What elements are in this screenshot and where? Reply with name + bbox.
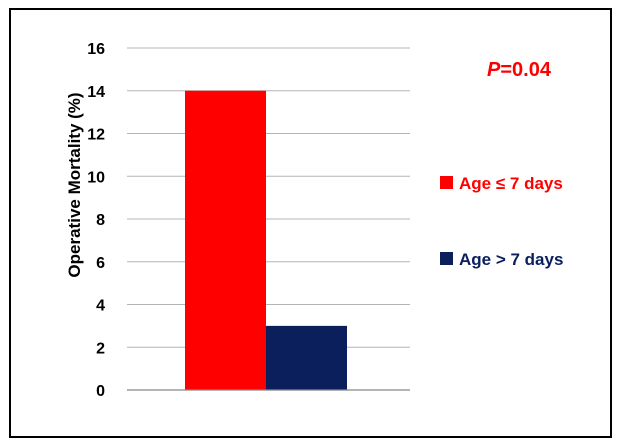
y-tick-label-14: 14	[87, 84, 105, 101]
y-tick-label-6: 6	[96, 255, 105, 272]
legend-swatch-age-le-7	[440, 176, 453, 189]
y-tick-label-4: 4	[96, 298, 105, 315]
y-tick-label-10: 10	[87, 169, 105, 186]
y-axis-title: Operative Mortality (%)	[65, 92, 84, 277]
y-tick-label-8: 8	[96, 212, 105, 229]
p-value-annotation: P=0.04	[487, 59, 552, 81]
gridlines	[127, 47, 410, 348]
y-tick-label-12: 12	[87, 127, 105, 144]
p-value-number: =0.04	[500, 59, 551, 81]
bar-age-gt-7	[266, 325, 347, 390]
chart: Operative Mortality (%) 0 2 4 6 8 10 12 14 16 P=…	[65, 41, 563, 400]
legend-label-age-le-7: Age ≤ 7 days	[459, 174, 563, 193]
bar-age-le-7	[185, 90, 266, 390]
y-tick-labels: 0 2 4 6 8 10 12 14 16	[87, 41, 105, 400]
bars	[185, 90, 347, 390]
p-value-symbol: P	[487, 59, 501, 81]
legend-swatch-age-gt-7	[440, 252, 453, 265]
y-tick-label-0: 0	[96, 383, 105, 400]
legend-label-age-gt-7: Age > 7 days	[459, 250, 563, 269]
legend: Age ≤ 7 days Age > 7 days	[440, 174, 563, 269]
y-tick-label-2: 2	[96, 340, 105, 357]
y-tick-label-16: 16	[87, 41, 105, 58]
